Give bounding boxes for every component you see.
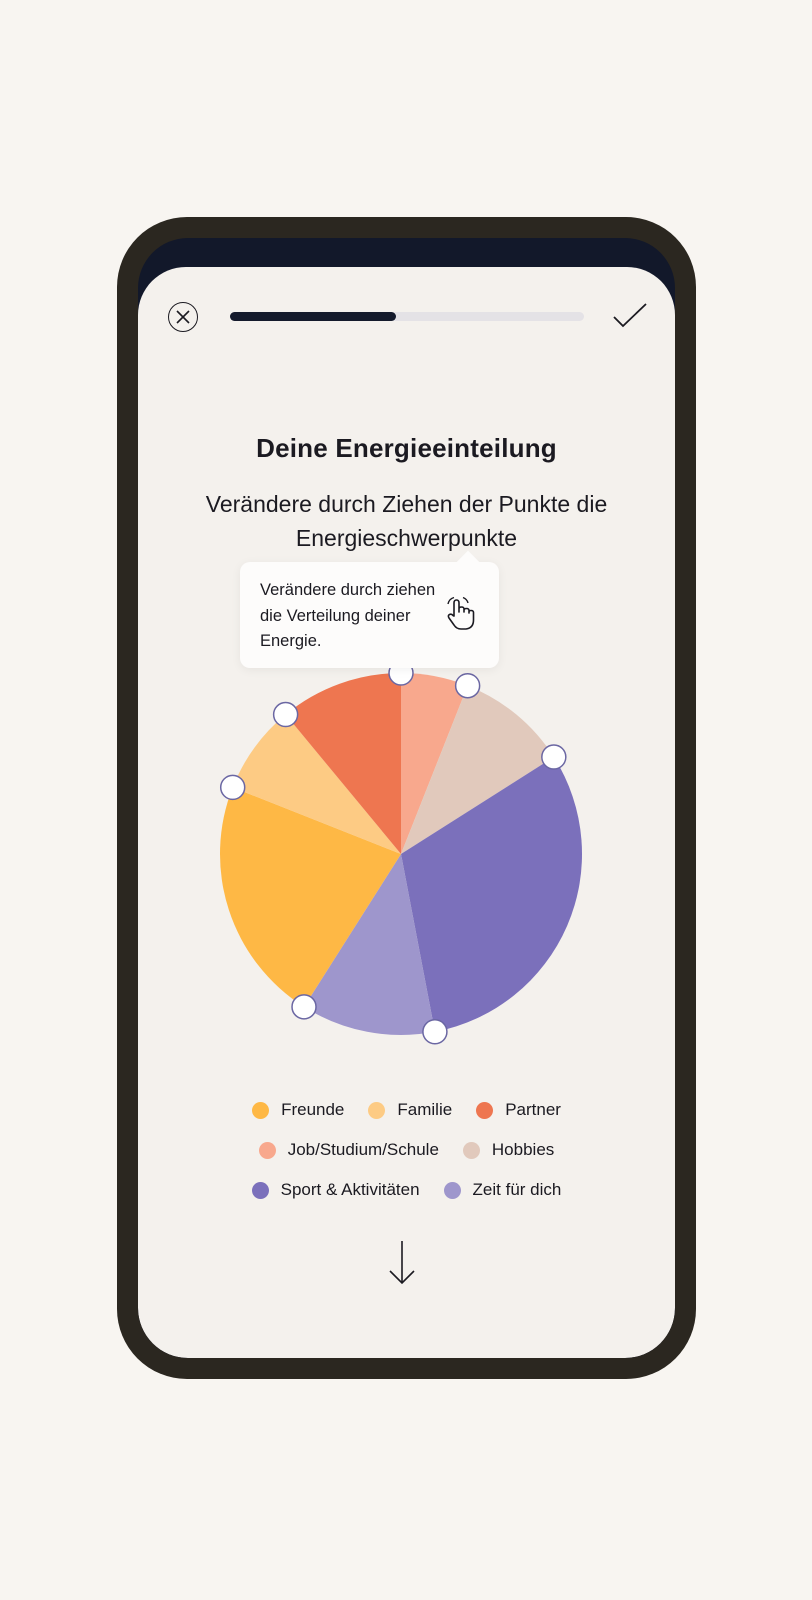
app-view: Deine Energieeinteilung Verändere durch … [138,267,675,1358]
phone-frame: Deine Energieeinteilung Verändere durch … [117,217,696,1379]
legend-color-dot [443,1181,461,1199]
page-subtitle: Verändere durch Ziehen der Punkte die En… [205,491,608,551]
progress-fill [230,312,397,321]
arrow-down-icon [389,1241,415,1285]
drag-handle[interactable] [272,701,299,728]
phone-screen: Deine Energieeinteilung Verändere durch … [138,238,675,1358]
tooltip-text: Verändere durch ziehen die Verteilung de… [260,581,436,650]
drag-handle[interactable] [291,994,317,1020]
legend-row: Job/Studium/Schule Hobbies [138,1130,675,1170]
pie-slice-hobbies [401,685,554,854]
confirm-button[interactable] [612,301,648,331]
pie-slice-job-studium-schule [401,673,468,854]
legend-item: Hobbies [462,1140,555,1160]
hand-pointer-icon [447,596,475,630]
progress-bar [230,312,584,321]
legend-item: Job/Studium/Schule [258,1140,439,1160]
legend-item: Sport & Aktivitäten [251,1180,420,1200]
pie-slice-zeit-f-r-dich [304,854,435,1035]
pie-slice-partner [285,673,401,854]
next-button[interactable] [389,1240,415,1286]
drag-handle[interactable] [541,744,567,770]
legend-item: Zeit für dich [443,1180,562,1200]
legend-item: Partner [476,1100,561,1120]
pie-slice-sport-aktivit-ten [401,757,582,1032]
pie-slice-freunde [220,787,401,1007]
legend-row: Freunde Familie Partner [138,1090,675,1130]
legend-label: Partner [505,1100,561,1119]
pie-slice-familie [232,714,401,854]
legend-label: Zeit für dich [472,1180,562,1199]
legend-label: Sport & Aktivitäten [280,1180,420,1199]
legend-color-dot [462,1141,480,1159]
legend-color-dot [252,1101,270,1119]
close-button[interactable] [168,302,198,332]
legend-label: Hobbies [491,1140,555,1159]
hint-tooltip: Verändere durch ziehen die Verteilung de… [240,550,499,668]
drag-handle[interactable] [422,1019,448,1045]
checkmark-icon [613,303,647,328]
legend-color-dot [368,1101,386,1119]
close-icon [176,310,190,324]
chart-legend: Freunde Familie Partner Job/Studium/Schule H… [138,1090,675,1210]
legend-color-dot [251,1181,269,1199]
page-title: Deine Energieeinteilung [256,433,557,463]
energy-pie-chart[interactable] [138,267,675,1067]
legend-color-dot [476,1101,494,1119]
legend-item: Freunde [252,1100,344,1120]
legend-label: Freunde [281,1100,345,1119]
legend-item: Familie [368,1100,452,1120]
legend-label: Job/Studium/Schule [287,1140,439,1159]
legend-row: Sport & Aktivitäten Zeit für dich [138,1170,675,1210]
drag-handle[interactable] [219,774,246,801]
drag-handle[interactable] [454,672,481,699]
legend-color-dot [258,1141,276,1159]
legend-label: Familie [397,1100,453,1119]
